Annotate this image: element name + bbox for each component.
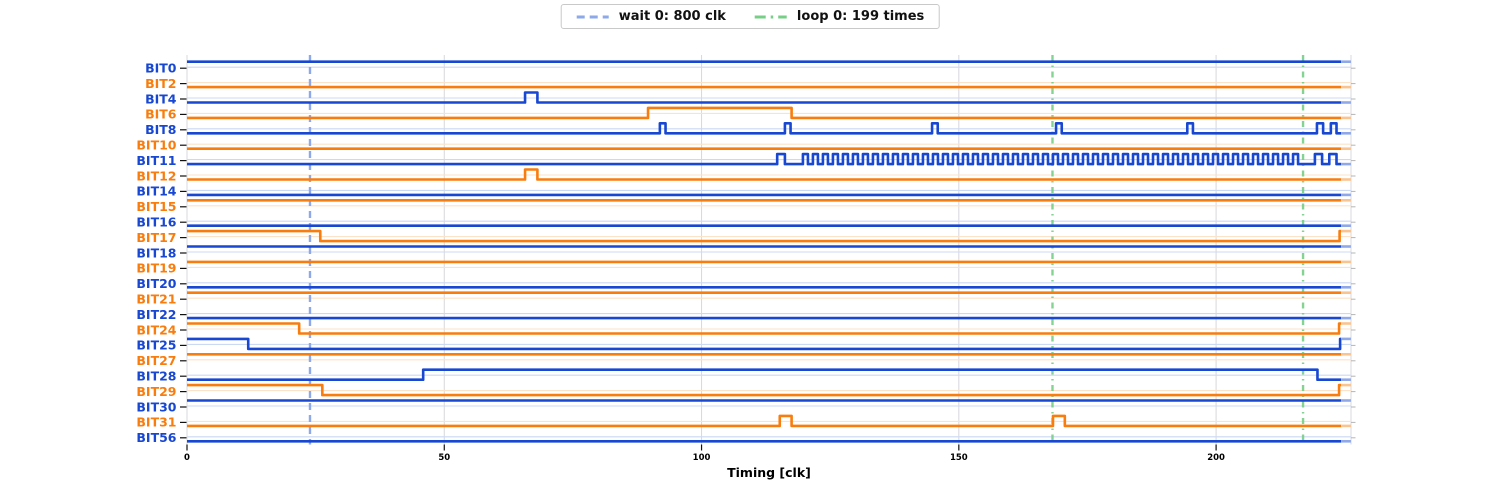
signal-label-BIT56: BIT56 [136,430,176,445]
x-tick-label: 100 [693,453,711,463]
signal-label-BIT27: BIT27 [136,353,176,368]
signal-label-BIT11: BIT11 [136,153,176,168]
signal-label-BIT28: BIT28 [136,369,176,384]
signal-label-BIT30: BIT30 [136,399,176,414]
wait-line-sample-icon [576,15,609,18]
signal-label-BIT12: BIT12 [136,168,176,183]
signal-label-BIT2: BIT2 [145,76,176,91]
x-tick-label: 200 [1207,453,1225,463]
signal-label-BIT10: BIT10 [136,138,176,153]
x-tick-label: 0 [184,453,190,463]
signal-label-BIT0: BIT0 [145,61,177,76]
legend-loop-label: loop 0: 199 times [796,9,925,24]
signal-label-BIT15: BIT15 [136,199,176,214]
legend: wait 0: 800 clk loop 0: 199 times [560,4,940,29]
signal-wave-BIT28 [187,368,1342,381]
x-axis-title: Timing [clk] [727,465,811,480]
signal-label-BIT19: BIT19 [136,261,176,276]
legend-item-wait: wait 0: 800 clk [576,9,726,24]
signal-label-BIT8: BIT8 [145,122,176,137]
signal-label-BIT4: BIT4 [145,91,177,106]
signal-wave-BIT12 [187,168,1342,181]
signal-wave-BIT31 [187,414,1342,428]
signal-label-BIT18: BIT18 [136,245,176,260]
signal-label-BIT20: BIT20 [136,276,176,291]
signal-wave-BIT6 [187,106,1342,120]
x-tick-label: 150 [950,453,968,463]
x-tick-label: 50 [438,453,450,463]
signal-wave-BIT4 [187,91,1342,104]
signal-wave-BIT11 [187,152,1342,166]
signal-label-BIT14: BIT14 [136,184,176,199]
signal-label-BIT6: BIT6 [145,107,177,122]
signal-wave-BIT29 [187,383,1342,397]
legend-wait-label: wait 0: 800 clk [618,9,726,24]
signal-label-BIT29: BIT29 [136,384,176,399]
signal-wave-BIT8 [187,122,1342,135]
legend-item-loop: loop 0: 199 times [754,9,924,24]
signal-wave-BIT17 [187,229,1342,243]
loop-line-sample-icon [754,15,787,18]
signal-wave-BIT24 [187,322,1342,335]
signal-label-BIT24: BIT24 [136,322,176,337]
signal-label-BIT22: BIT22 [136,307,176,322]
signal-label-BIT25: BIT25 [136,338,176,353]
signal-label-BIT31: BIT31 [136,415,176,430]
signal-label-BIT16: BIT16 [136,215,176,230]
signal-label-BIT21: BIT21 [136,292,176,307]
signal-label-BIT17: BIT17 [136,230,176,245]
signal-wave-BIT25 [187,337,1342,351]
